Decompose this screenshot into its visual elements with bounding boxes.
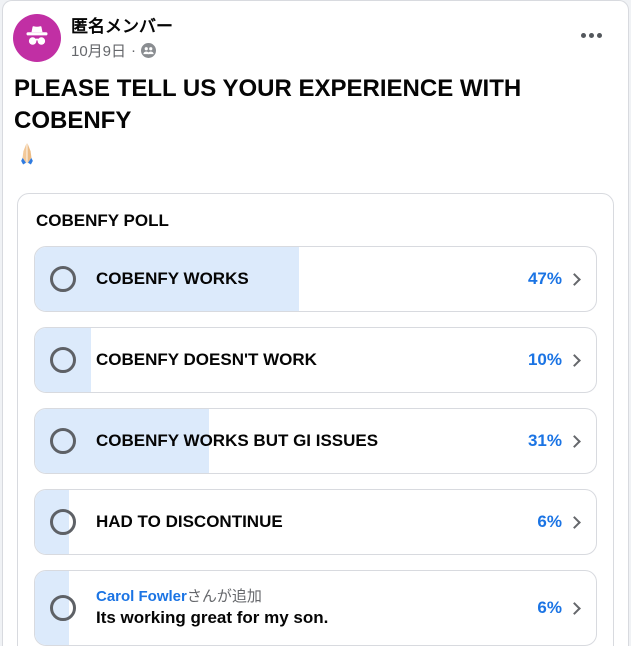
poll-option-results-link[interactable]: 6% [537, 512, 581, 532]
added-by-user-link[interactable]: Carol Fowler [96, 588, 187, 606]
poll-option-label: HAD TO DISCONTINUE [96, 512, 283, 532]
post-options-menu-button[interactable] [579, 25, 604, 46]
poll-option-percent: 47% [527, 269, 562, 289]
post-header: 匿名メンバー 10月9日 · [3, 1, 628, 62]
chevron-right-icon [568, 353, 581, 367]
post-text-line: PLEASE TELL US YOUR EXPERIENCE WITH COBE… [14, 75, 522, 134]
poll-option-user-added[interactable]: Carol Fowlerさんが追加 Its working great for … [34, 570, 597, 646]
header-info: 匿名メンバー 10月9日 · [71, 14, 173, 61]
radio-button[interactable] [50, 428, 76, 455]
author-name[interactable]: 匿名メンバー [71, 17, 173, 36]
meta-separator: · [131, 42, 137, 60]
radio-button[interactable] [50, 595, 76, 622]
poll-option-had-to-discontinue[interactable]: HAD TO DISCONTINUE 6% [34, 489, 597, 556]
poll-option-label: COBENFY WORKS [96, 269, 249, 289]
poll-option-results-link[interactable]: 47% [528, 269, 581, 289]
poll-option-percent: 6% [537, 512, 562, 532]
chevron-right-icon [568, 601, 581, 615]
poll-option-results-link[interactable]: 6% [537, 598, 581, 618]
radio-button[interactable] [50, 266, 76, 293]
radio-button[interactable] [50, 509, 76, 536]
poll-option-percent: 31% [527, 431, 562, 451]
poll-option-cobenfy-doesnt-work[interactable]: COBENFY DOESN'T WORK 10% [34, 327, 597, 394]
poll-option-fill [35, 247, 299, 312]
group-icon [141, 43, 157, 59]
avatar[interactable] [13, 14, 61, 62]
added-by-suffix: さんが追加 [186, 588, 262, 606]
poll-title: COBENFY POLL [36, 211, 169, 231]
poll-option-results-link[interactable]: 31% [528, 431, 581, 451]
poll-option-works-but-gi-issues[interactable]: COBENFY WORKS BUT GI ISSUES 31% [34, 408, 597, 475]
radio-button[interactable] [50, 347, 76, 374]
chevron-right-icon [568, 434, 581, 448]
folded-hands-emoji-icon [14, 141, 614, 176]
poll-option-percent: 6% [537, 598, 562, 618]
poll-option-results-link[interactable]: 10% [528, 350, 581, 370]
poll-option-label: Its working great for my son. [96, 607, 329, 627]
added-by-line: Carol Fowlerさんが追加 [96, 587, 328, 607]
incognito-icon [22, 21, 52, 56]
post-date[interactable]: 10月9日 [71, 43, 127, 61]
poll-option-label: COBENFY WORKS BUT GI ISSUES [96, 431, 379, 451]
poll-option-body: Carol Fowlerさんが追加 Its working great for … [96, 587, 328, 629]
poll-card: COBENFY POLL COBENFY WORKS 47% COBENFY D… [17, 193, 614, 646]
three-dots-icon [581, 33, 586, 38]
post-meta: 10月9日 · [71, 40, 173, 61]
poll-option-label: COBENFY DOESN'T WORK [96, 350, 317, 370]
chevron-right-icon [568, 272, 581, 286]
post-text: PLEASE TELL US YOUR EXPERIENCE WITH COBE… [3, 62, 628, 176]
chevron-right-icon [568, 515, 581, 529]
poll-option-percent: 10% [527, 350, 562, 370]
poll-option-cobenfy-works[interactable]: COBENFY WORKS 47% [34, 246, 597, 313]
